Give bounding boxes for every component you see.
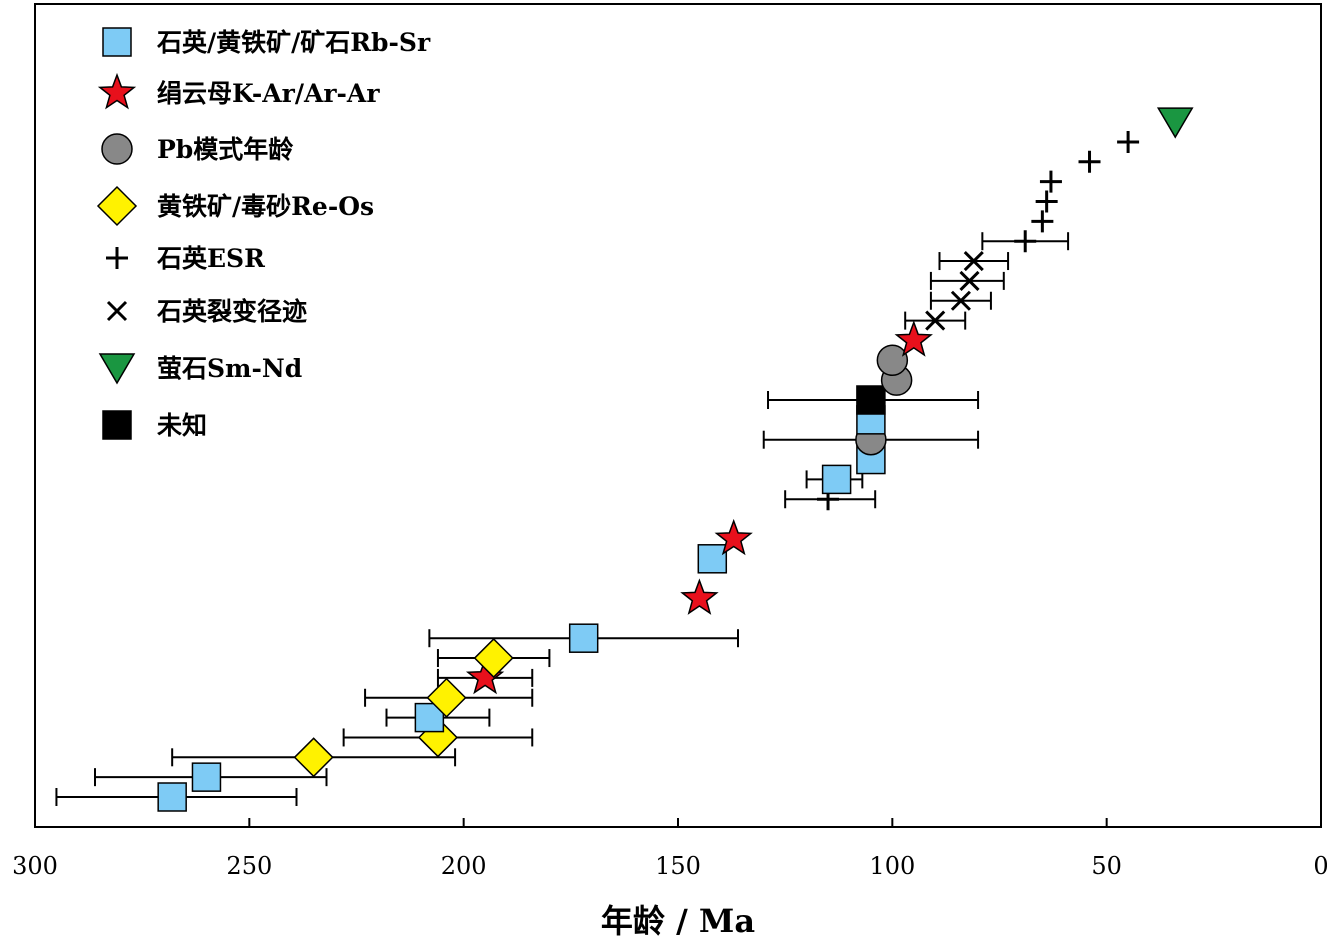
data-point-series-4 [1031, 210, 1054, 233]
data-point-series-0 [821, 464, 852, 495]
data-point-series-7 [856, 385, 886, 415]
legend-marker [96, 185, 138, 227]
data-point-series-1 [680, 578, 719, 615]
legend-item: Pb模式年龄 [101, 133, 294, 165]
legend-label: 石英/黄铁矿/矿石Rb-Sr [156, 28, 431, 57]
x-tick-label: 50 [1091, 852, 1122, 880]
data-point-series-2 [876, 344, 909, 377]
legend-label: 萤石Sm-Nd [157, 354, 302, 383]
legend-item: 石英/黄铁矿/矿石Rb-Sr [102, 27, 431, 57]
legend-label: 石英ESR [156, 244, 265, 273]
data-point-series-4 [1039, 170, 1062, 193]
legend-marker [106, 300, 128, 322]
x-tick-label: 300 [12, 852, 58, 880]
data-point-series-0 [191, 762, 222, 792]
legend-marker [106, 247, 128, 269]
legend-label: Pb模式年龄 [157, 135, 294, 164]
data-point-series-4 [1078, 150, 1101, 173]
legend-label: 绢云母K-Ar/Ar-Ar [157, 79, 380, 108]
error-bar [929, 271, 1005, 290]
legend-marker [101, 133, 133, 165]
legend-item: 石英ESR [106, 244, 265, 273]
plot-frame [34, 3, 1322, 828]
legend: 石英/黄铁矿/矿石Rb-Sr 绢云母K-Ar/Ar-Ar Pb模式年龄黄铁矿/毒砂R… [96, 27, 431, 440]
data-markers [157, 107, 1194, 812]
data-point-series-0 [157, 782, 187, 812]
data-point-series-4 [1117, 130, 1140, 153]
x-tick-label: 250 [226, 852, 272, 880]
legend-item: 未知 [102, 410, 207, 440]
x-tick-label: 0 [1313, 852, 1327, 880]
data-point-series-4 [1014, 230, 1037, 253]
legend-item: 萤石Sm-Nd [98, 353, 302, 385]
x-axis-title: 年龄 / Ma [601, 902, 755, 940]
data-point-series-5 [963, 250, 984, 272]
data-point-series-4 [1035, 190, 1058, 213]
x-axis: 300 250 200 150 100 50 0 [12, 818, 1327, 880]
data-point-series-6 [1156, 107, 1194, 139]
data-point-series-5 [959, 270, 980, 291]
legend-marker [102, 410, 132, 440]
data-point-series-1 [714, 518, 753, 556]
x-tick-label: 200 [441, 852, 487, 880]
legend-item: 绢云母K-Ar/Ar-Ar [97, 72, 380, 110]
data-point-series-5 [950, 290, 971, 311]
legend-label: 石英裂变径迹 [156, 297, 307, 326]
legend-marker [102, 27, 132, 57]
data-point-series-0 [697, 544, 728, 574]
legend-marker [98, 353, 136, 385]
data-point-series-3 [293, 737, 334, 778]
legend-marker [97, 72, 137, 110]
data-point-series-3 [473, 637, 514, 679]
legend-item: 黄铁矿/毒砂Re-Os [96, 185, 374, 227]
data-point-series-5 [925, 310, 946, 331]
data-point-series-0 [568, 623, 599, 653]
legend-item: 石英裂变径迹 [106, 297, 307, 326]
data-point-series-1 [894, 320, 933, 357]
x-tick-label: 100 [869, 852, 915, 880]
data-point-series-3 [426, 677, 467, 718]
legend-label: 未知 [157, 411, 207, 440]
x-tick-label: 150 [655, 852, 701, 880]
legend-label: 黄铁矿/毒砂Re-Os [157, 192, 374, 221]
